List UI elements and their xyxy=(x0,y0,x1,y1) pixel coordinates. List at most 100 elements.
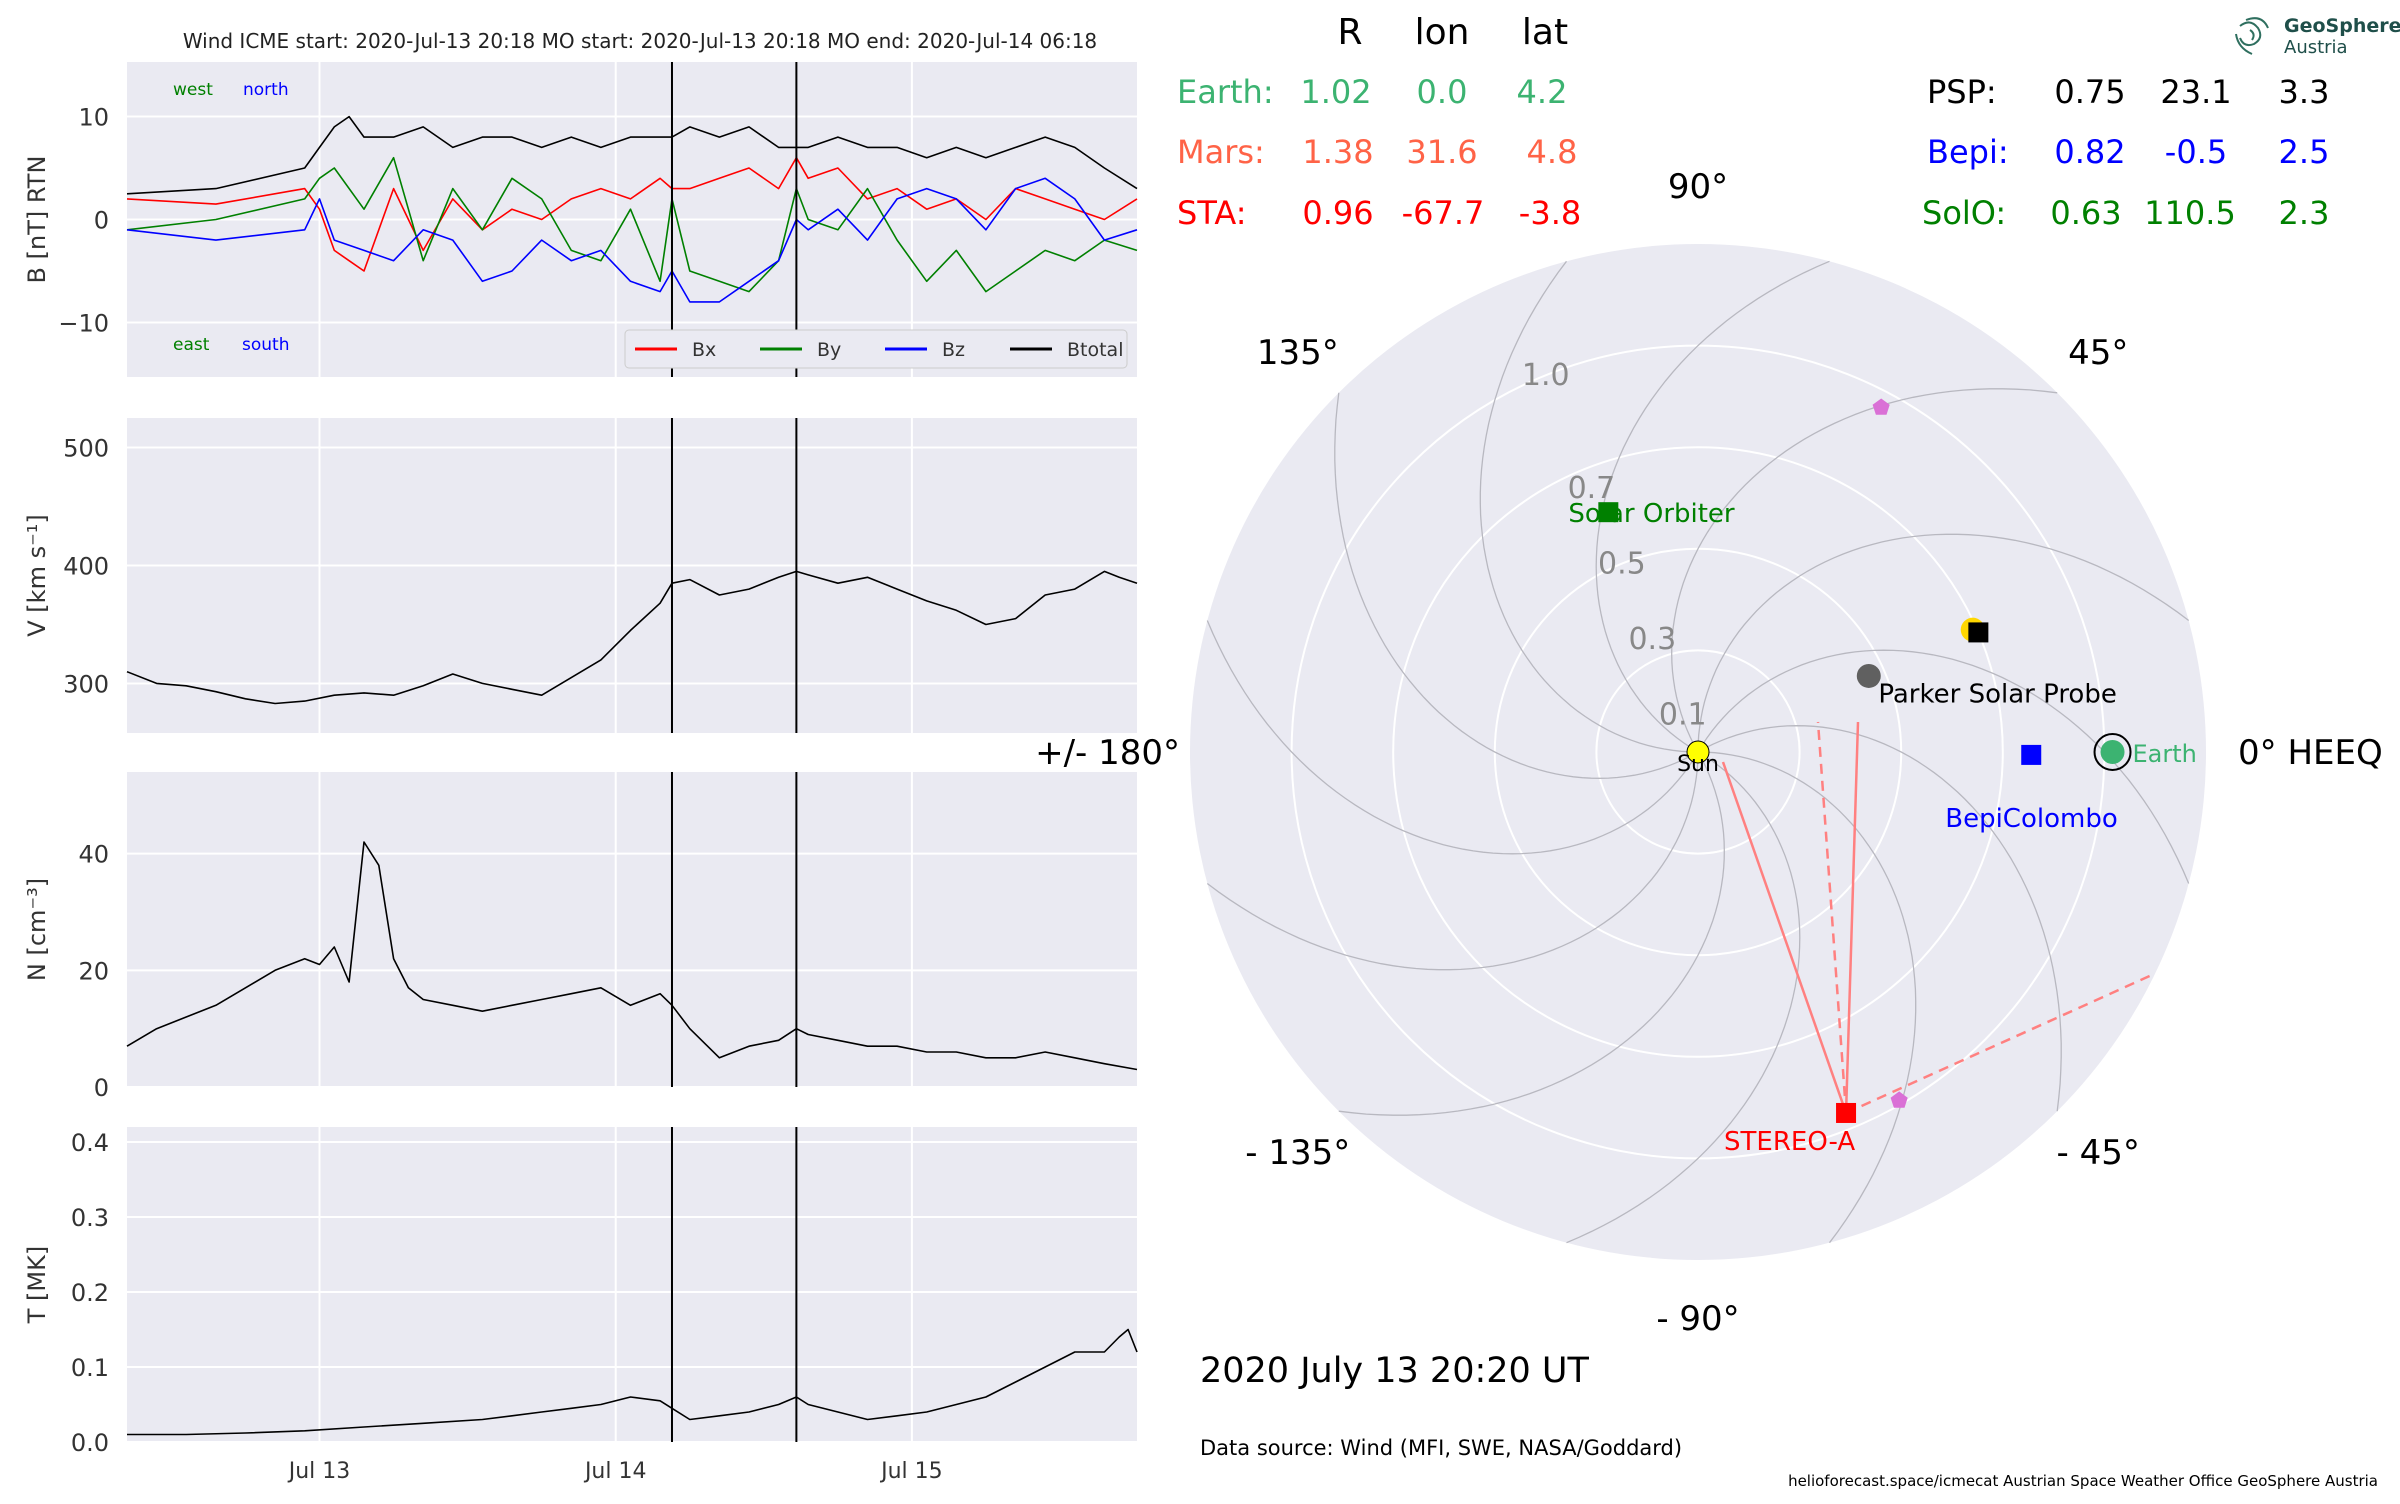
header-r: R xyxy=(1337,12,1362,53)
parker-spiral-line xyxy=(1566,751,1801,1244)
pentagon-marker xyxy=(1890,1091,1908,1108)
y-tick-label: 400 xyxy=(63,552,109,580)
logo-line2: Austria xyxy=(2284,37,2348,58)
body-sta: STEREO-A xyxy=(1724,1102,1857,1157)
credits-label: helioforecast.space/icmecat Austrian Spa… xyxy=(1788,1472,2378,1490)
psp-marker xyxy=(1968,622,1989,643)
position-table-left: Earth: 1.02 0.0 4.2 Mars: 1.38 31.6 4.8 … xyxy=(1177,73,1581,232)
magnetic-field-panel: 10 0 −10B [nT] RTN west north east south Bx By Bz… xyxy=(23,62,1138,377)
pentagon-marker xyxy=(1872,398,1890,415)
body-solo: Solar Orbiter xyxy=(1568,499,1735,529)
row-bepi-r: 0.82 xyxy=(2054,133,2125,171)
y-axis-label: N [cm⁻³] xyxy=(23,878,51,981)
legend-label: Btotal xyxy=(1067,339,1123,361)
body-pentagon2 xyxy=(1890,1091,1908,1108)
parker-spiral-line xyxy=(1206,751,1699,971)
legend-box xyxy=(624,329,1128,369)
position-table-headers: R lon lat xyxy=(1337,12,1568,53)
row-sta-lon: -67.7 xyxy=(1402,194,1485,232)
psp-label: Parker Solar Probe xyxy=(1878,679,2116,709)
row-sta-lat: -3.8 xyxy=(1519,194,1581,232)
earth-marker xyxy=(2100,740,2125,764)
x-tick-label: Jul 13 xyxy=(287,1459,351,1484)
parker-spiral-line xyxy=(1479,260,1699,753)
row-mars-r: 1.38 xyxy=(1302,133,1373,171)
panel-background xyxy=(127,772,1137,1087)
annotation-east: east xyxy=(173,335,210,355)
y-tick-label: 0 xyxy=(94,1074,109,1102)
parker-spiral-line xyxy=(1206,620,1699,855)
angle-label: - 90° xyxy=(1656,1299,1739,1339)
y-tick-label: 10 xyxy=(78,104,109,132)
y-tick-label: 500 xyxy=(63,434,109,462)
angle-label: - 45° xyxy=(2057,1133,2140,1173)
x-tick-label: Jul 15 xyxy=(879,1459,943,1484)
earth-ring xyxy=(2093,733,2132,771)
legend-label: Bz xyxy=(942,339,965,361)
body-psp: Parker Solar Probe xyxy=(1878,622,2117,709)
y-axis-label: T [MK] xyxy=(23,1246,51,1324)
body-sun: Sun xyxy=(1677,740,1719,777)
series-line-v xyxy=(126,570,1138,705)
speed-panel: 500 400 300 V [km s⁻¹] xyxy=(23,418,1138,733)
position-table-right: PSP: 0.75 23.1 3.3 Bepi: 0.82 -0.5 2.5 S… xyxy=(1922,73,2329,232)
radial-tick-label: 1.0 xyxy=(1522,358,1570,393)
body-psp_pos xyxy=(1856,663,1881,688)
temperature-panel: 0.4 0.3 0.2 0.1 0.0 T [MK] Jul 13 Jul 14 Jul 15 xyxy=(23,1127,1138,1484)
y-axis-label: B [nT] RTN xyxy=(23,156,51,284)
legend-label: By xyxy=(817,339,841,361)
series-line-bz xyxy=(126,177,1138,303)
y-tick-label: 0.2 xyxy=(71,1279,109,1307)
row-bepi-lon: -0.5 xyxy=(2165,133,2227,171)
row-solo-name: SolO: xyxy=(1922,194,2006,232)
grid-ring xyxy=(1392,446,2004,1058)
y-tick-label: 0.3 xyxy=(71,1204,109,1232)
row-sta-name: STA: xyxy=(1177,194,1246,232)
sun-label: Sun xyxy=(1677,752,1719,777)
logo-line1: GeoSphere xyxy=(2284,15,2400,37)
row-earth-lat: 4.2 xyxy=(1517,73,1568,111)
y-tick-label: 0.1 xyxy=(71,1354,109,1382)
time-series-panels: 10 0 −10B [nT] RTN west north east south Bx By Bz… xyxy=(23,62,1138,1484)
legend-label: Bx xyxy=(692,339,716,361)
angle-label: 135° xyxy=(1257,333,1339,373)
row-psp-name: PSP: xyxy=(1927,73,1997,111)
sta-marker xyxy=(1836,1102,1857,1123)
legend: Bx By Bz Btotal xyxy=(624,329,1128,369)
annotation-west: west xyxy=(173,80,213,100)
row-bepi-name: Bepi: xyxy=(1927,133,2009,171)
radial-tick-label: 0.3 xyxy=(1628,622,1676,657)
parker-spiral-line xyxy=(1338,751,1725,1116)
stereo-a-fov-lines xyxy=(1721,721,2155,1115)
y-tick-label: −10 xyxy=(58,309,109,337)
parker-spiral-line xyxy=(1697,649,2190,884)
row-solo-lat: 2.3 xyxy=(2279,194,2330,232)
row-earth-r: 1.02 xyxy=(1300,73,1371,111)
y-tick-label: 20 xyxy=(78,957,109,985)
angle-label: - 135° xyxy=(1245,1133,1350,1173)
annotation-north: north xyxy=(243,80,289,100)
geosphere-logo: GeoSphere Austria xyxy=(2235,15,2400,58)
angle-label: +/- 180° xyxy=(1035,733,1180,773)
row-psp-lat: 3.3 xyxy=(2279,73,2330,111)
sta-sun-line xyxy=(1721,761,1848,1114)
body-earth: Earth xyxy=(2093,733,2197,771)
angle-label: 0° HEEQ xyxy=(2238,733,2383,773)
panel-background xyxy=(127,1127,1137,1442)
header-lat: lat xyxy=(1522,12,1568,53)
y-tick-label: 0 xyxy=(94,207,109,235)
radial-tick-label: 0.1 xyxy=(1659,697,1707,732)
parker-spiral-line xyxy=(1697,751,1917,1244)
bepi-label: BepiColombo xyxy=(1945,804,2118,834)
parker-spiral-line xyxy=(1671,388,2058,753)
panel-background xyxy=(127,418,1137,733)
panel-title: Wind ICME start: 2020-Jul-13 20:18 MO st… xyxy=(183,29,1097,53)
series-line-by xyxy=(126,156,1138,293)
row-earth-name: Earth: xyxy=(1177,73,1274,111)
annotation-south: south xyxy=(242,335,289,355)
body-pentagon1 xyxy=(1872,398,1890,415)
sun-marker xyxy=(1686,740,1710,764)
row-mars-name: Mars: xyxy=(1177,133,1265,171)
header-lon: lon xyxy=(1415,12,1470,53)
